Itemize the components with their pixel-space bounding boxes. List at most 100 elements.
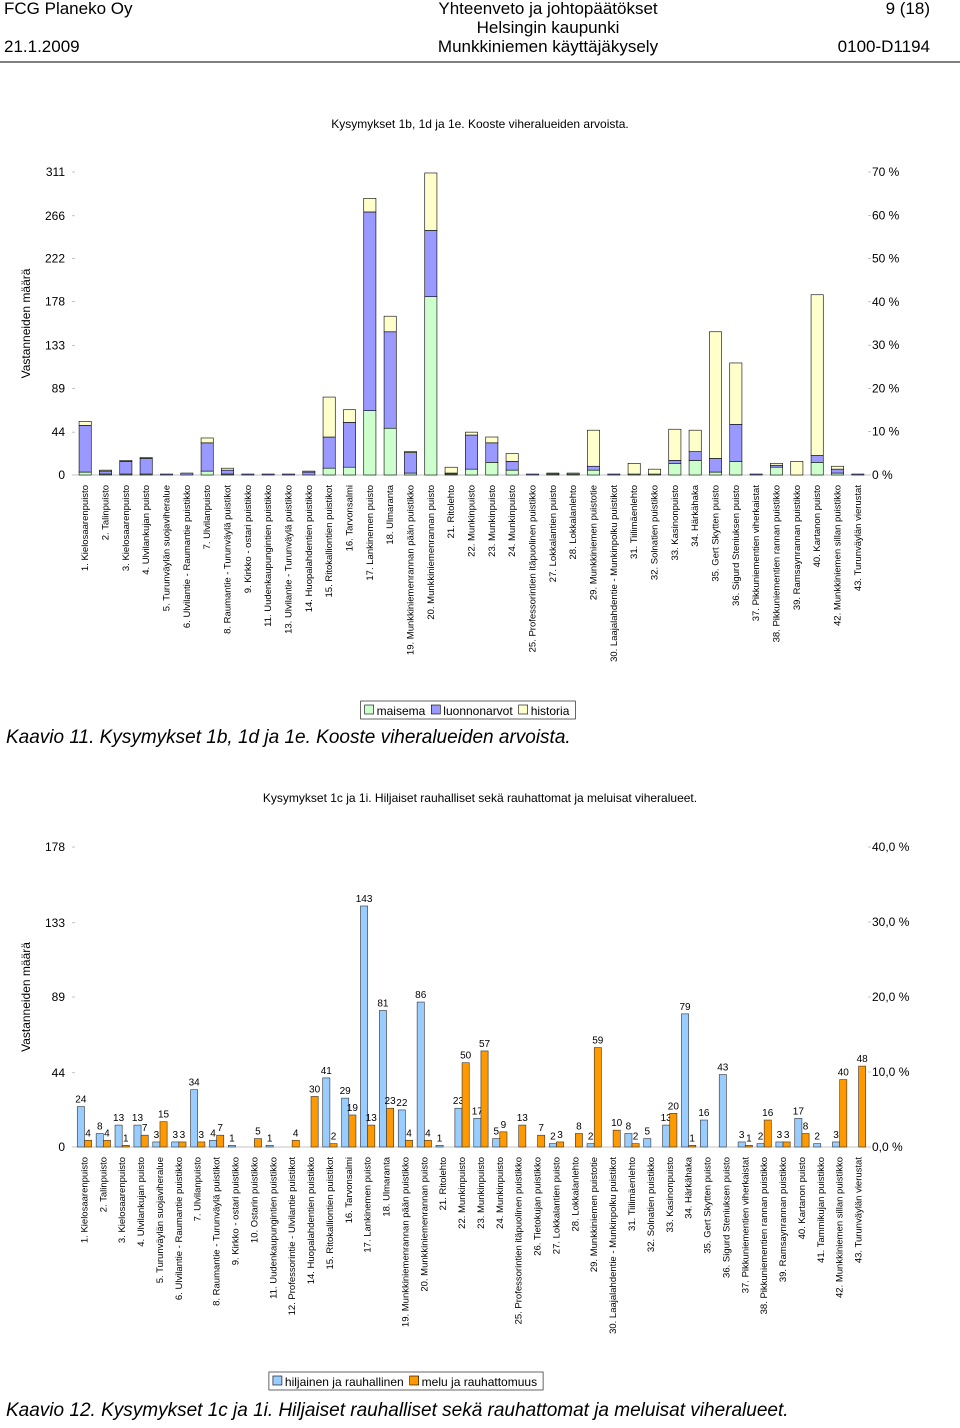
- data-label: 17: [793, 1106, 805, 1117]
- bar: [367, 1124, 376, 1148]
- x-tick-label: 39. Ramsaynrannan puistikko: [792, 485, 803, 610]
- data-label: 15: [158, 1110, 170, 1121]
- y2-tick-label: 20 %: [872, 381, 900, 395]
- bar: [329, 1143, 338, 1148]
- x-tick-label: 11. Uudenkaupungintien puistikko: [263, 485, 274, 627]
- page-number: 9 (18): [886, 0, 930, 18]
- x-tick-label: 9. Kirkko - ostari puistikko: [243, 485, 254, 593]
- data-label: 2: [550, 1132, 556, 1143]
- data-label: 22: [396, 1098, 408, 1109]
- bar: [84, 1139, 92, 1148]
- x-tick-label: 40. Kartanon puisto: [812, 485, 823, 567]
- x-tick-label: 16. Tarvonsalmi: [344, 1157, 355, 1223]
- legend-label: luonnonarvot: [443, 704, 513, 718]
- data-label: 2: [633, 1132, 639, 1143]
- legend-label: maisema: [377, 704, 426, 718]
- bar: [379, 1010, 387, 1148]
- data-label: 7: [538, 1123, 544, 1134]
- bar-segment: [709, 331, 722, 459]
- x-tick-label: 35. Gert Skytten puisto: [711, 485, 722, 582]
- x-tick-label: 30. Laajalahdentie - Munkinpolku puistik…: [608, 1157, 619, 1334]
- bar-segment: [587, 469, 600, 476]
- data-label: 2: [331, 1132, 337, 1143]
- data-label: 23: [453, 1096, 465, 1107]
- x-tick-label: 19. Munkkiniemenrannan pään puistikko: [400, 1157, 411, 1327]
- chart-title: Kysymykset 1b, 1d ja 1e. Kooste viheralu…: [331, 117, 629, 131]
- x-tick-label: 5. Turunväylän suojaviheralue: [155, 1157, 166, 1283]
- x-tick-label: 17. Lankinemen puisto: [365, 485, 376, 581]
- date: 21.1.2009: [4, 37, 80, 56]
- bar-segment: [465, 431, 478, 436]
- x-tick-label: 30. Laajalahdentie - Munkinpolku puistik…: [609, 485, 620, 662]
- y2-tick-label: 40 %: [872, 295, 900, 309]
- data-label: 50: [460, 1051, 472, 1062]
- y-tick-label: 178: [45, 840, 65, 854]
- bar: [700, 1119, 708, 1148]
- x-tick-label: 32. Solnatien puistikko: [646, 1157, 657, 1252]
- bar-segment: [302, 470, 316, 473]
- bar-segment: [505, 453, 519, 462]
- bar-segment: [363, 211, 377, 411]
- x-tick-label: 38. Pikkuniementien rannan puistikko: [772, 485, 783, 642]
- data-label: 13: [366, 1113, 378, 1124]
- x-tick-label: 11. Uudenkaupungintien puistikko: [268, 1157, 279, 1299]
- data-label: 40: [838, 1068, 850, 1079]
- bar-segment: [99, 470, 112, 475]
- data-label: 8: [97, 1122, 103, 1133]
- y-tick-label: 133: [45, 916, 65, 930]
- bar-segment: [383, 315, 397, 333]
- y2-tick-label: 40,0 %: [872, 840, 910, 854]
- x-tick-label: 1. Kielosaarenpuisto: [80, 485, 91, 571]
- data-label: 3: [199, 1130, 205, 1141]
- data-label: 24: [75, 1095, 87, 1106]
- bar-segment: [546, 472, 560, 475]
- y2-tick-label: 10,0 %: [872, 1065, 910, 1079]
- x-tick-label: 3. Kielosaarenpuisto: [117, 1157, 128, 1243]
- bar-segment: [241, 473, 255, 476]
- x-tick-label: 32. Solnatien puistikko: [650, 485, 661, 580]
- bar-segment: [831, 465, 844, 470]
- x-tick-label: 24. Munkinpuisto: [495, 1157, 506, 1229]
- data-label: 7: [217, 1123, 223, 1134]
- legend-label: melu ja rauhattomuus: [422, 1375, 537, 1389]
- data-label: 23: [385, 1096, 397, 1107]
- legend: hiljainen ja rauhallinen melu ja rauhatto…: [268, 1371, 544, 1391]
- project: Munkkiniemen käyttäjäkysely: [438, 37, 659, 56]
- bar: [681, 1013, 689, 1148]
- data-label: 1: [746, 1133, 752, 1144]
- bar-segment: [322, 467, 336, 476]
- data-label: 86: [415, 990, 427, 1001]
- x-tick-label: 4. Ulvilankujan puisto: [136, 1157, 147, 1247]
- data-label: 79: [679, 1002, 691, 1013]
- bar-segment: [668, 460, 682, 464]
- bar: [548, 1143, 557, 1148]
- x-tick-label: 23. Munkinpuisto: [476, 1157, 487, 1229]
- x-tick-label: 39. Ramsaynrannan puistikko: [778, 1157, 789, 1282]
- x-tick-label: 42. Munkkiniemen sillan puistikko: [835, 1157, 846, 1298]
- bar: [744, 1145, 753, 1148]
- data-label: 3: [180, 1130, 186, 1141]
- y2-tick-label: 20,0 %: [872, 990, 910, 1004]
- bar: [763, 1119, 772, 1148]
- x-tick-label: 36. Sigurd Steniuksen puisto: [731, 485, 742, 606]
- bar-segment: [363, 198, 377, 213]
- data-label: 5: [493, 1127, 499, 1138]
- data-label: 1: [229, 1133, 235, 1144]
- company: FCG Planeko Oy: [4, 0, 133, 18]
- bar: [416, 1001, 425, 1148]
- x-tick-label: 37. Pikkuniementien viherkaistat: [751, 485, 762, 622]
- bar-segment: [99, 469, 112, 472]
- bar: [121, 1145, 130, 1148]
- bar-segment: [139, 458, 153, 475]
- bar: [435, 1145, 444, 1148]
- chart-caption: Kaavio 12. Kysymykset 1c ja 1i. Hiljaise…: [6, 1400, 789, 1421]
- y2-tick-label: 0,0 %: [872, 1140, 903, 1154]
- bar-segment: [688, 460, 702, 476]
- bar-segment: [221, 469, 234, 475]
- bar: [397, 1109, 406, 1148]
- y2-tick-label: 60 %: [872, 208, 900, 222]
- bar: [537, 1134, 546, 1148]
- data-label: 3: [154, 1130, 160, 1141]
- bar-segment: [587, 465, 600, 471]
